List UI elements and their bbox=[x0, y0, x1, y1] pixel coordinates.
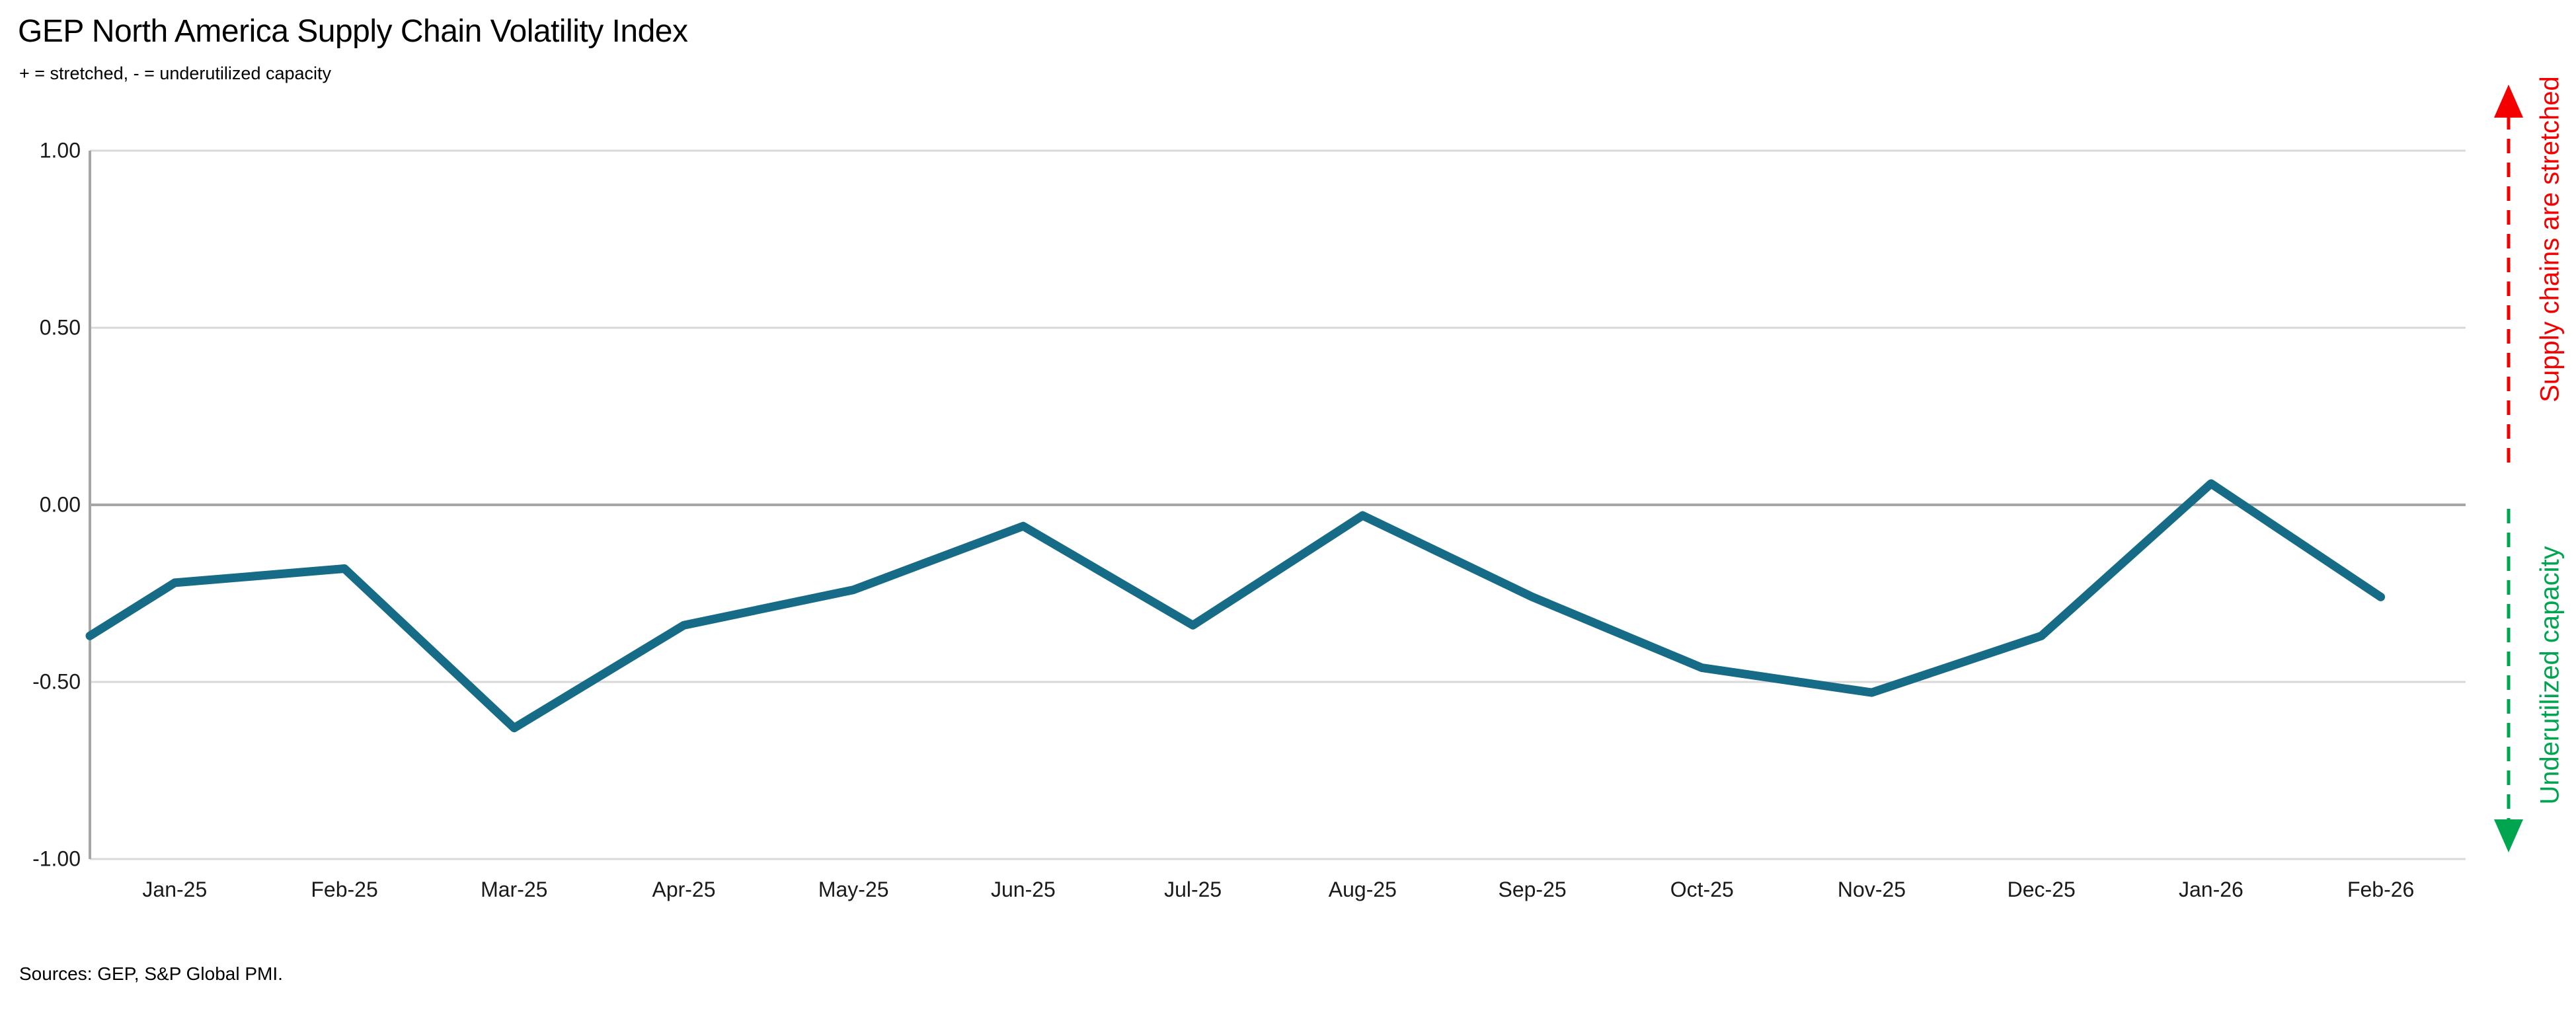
x-axis-tick-label: Feb-25 bbox=[311, 878, 378, 901]
y-axis-tick-label: 0.50 bbox=[39, 315, 81, 340]
x-axis-tick-label: Jul-25 bbox=[1164, 878, 1222, 901]
x-axis-tick-label: May-25 bbox=[818, 878, 889, 901]
y-axis-tick-label: -1.00 bbox=[32, 846, 81, 871]
y-axis-tick-label: 1.00 bbox=[39, 138, 81, 163]
x-axis-tick-label: Apr-25 bbox=[652, 878, 716, 901]
y-axis-tick-label: 0.00 bbox=[39, 492, 81, 517]
stretched-arrow-head-icon bbox=[2494, 85, 2523, 118]
source-note: Sources: GEP, S&P Global PMI. bbox=[19, 963, 283, 984]
volatility-index-line bbox=[85, 479, 2386, 733]
x-axis-tick-label: Jan-26 bbox=[2179, 878, 2244, 901]
x-axis-tick-label: Aug-25 bbox=[1328, 878, 1397, 901]
chart-subtitle: + = stretched, - = underutilized capacit… bbox=[19, 63, 332, 83]
x-axis-tick-label: Mar-25 bbox=[481, 878, 548, 901]
x-axis-tick-label: Jan-25 bbox=[142, 878, 208, 901]
x-axis-tick-label: Dec-25 bbox=[2007, 878, 2076, 901]
x-axis-tick-label: Oct-25 bbox=[1670, 878, 1734, 901]
page-title: GEP North America Supply Chain Volatilit… bbox=[18, 14, 688, 49]
x-axis-tick-label: Jun-25 bbox=[991, 878, 1056, 901]
x-axis-tick-label: Nov-25 bbox=[1837, 878, 1906, 901]
x-axis-tick-label: Feb-26 bbox=[2347, 878, 2415, 901]
stretched-axis-label: Supply chains are stretched bbox=[2535, 76, 2565, 402]
x-axis-tick-label: Sep-25 bbox=[1498, 878, 1567, 901]
underutilized-axis-label: Underutilized capacity bbox=[2535, 546, 2565, 805]
y-axis-tick-label: -0.50 bbox=[32, 669, 81, 694]
underutilized-arrow-head-icon bbox=[2494, 819, 2523, 852]
